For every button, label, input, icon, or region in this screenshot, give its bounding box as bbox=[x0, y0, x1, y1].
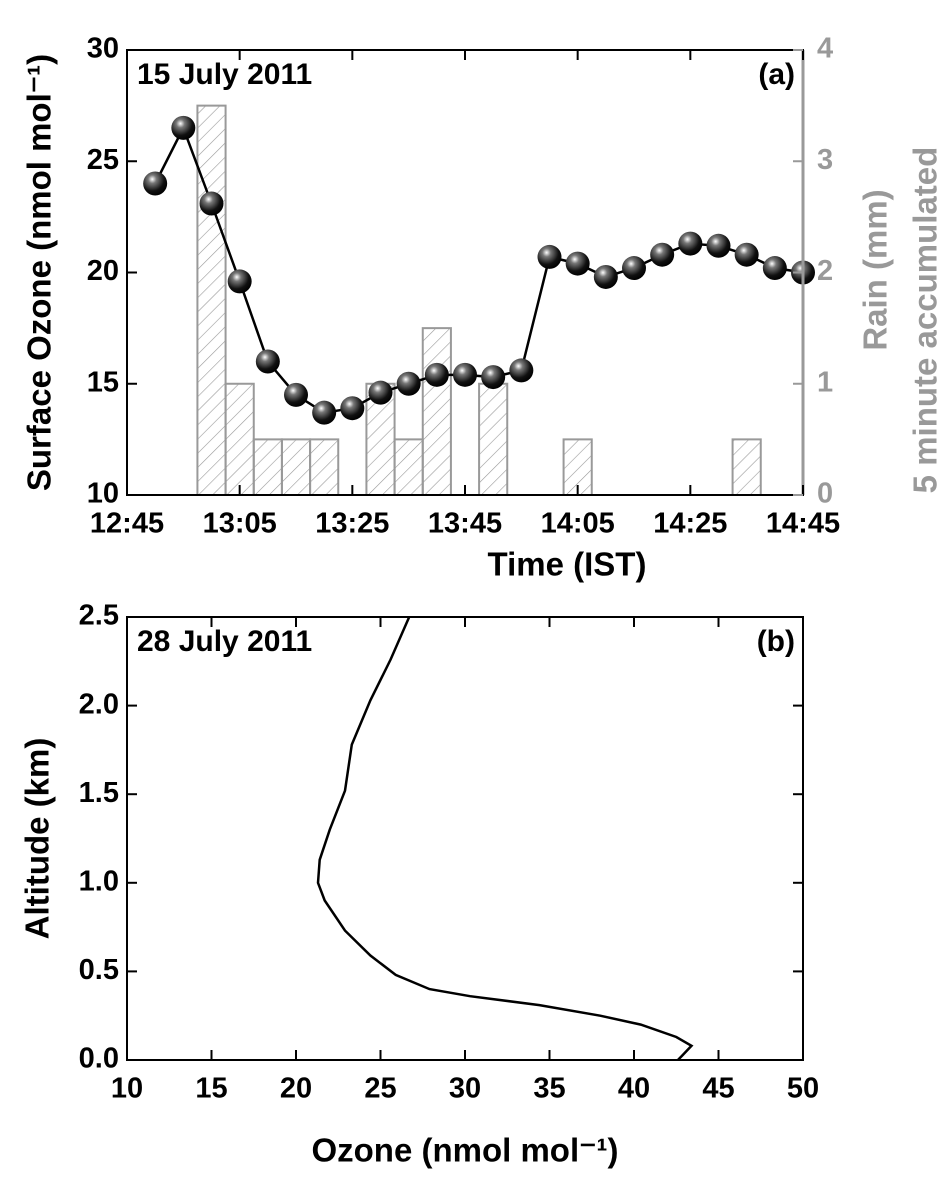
y-tick-label: 10 bbox=[87, 478, 119, 510]
y-tick-label: 2.0 bbox=[79, 688, 119, 720]
x-tick-label: 25 bbox=[364, 1073, 396, 1105]
panel: 10 15 20 25 30 35 40 45 50 0.0 0.5 1.0 1.5 2.0 2.5 Ozon… bbox=[19, 600, 819, 1169]
marker bbox=[340, 396, 365, 421]
marker bbox=[762, 256, 787, 281]
marker bbox=[143, 171, 168, 196]
x-tick-label: 35 bbox=[533, 1073, 565, 1105]
rain-bar bbox=[252, 438, 283, 496]
marker bbox=[255, 349, 280, 374]
marker bbox=[199, 191, 224, 216]
y-axis-label: Surface Ozone (nmol mol⁻¹) bbox=[21, 54, 58, 491]
y-tick-label: 15 bbox=[87, 366, 119, 398]
y-tick-label: 0.0 bbox=[79, 1043, 119, 1075]
rain-bar bbox=[196, 104, 227, 496]
y-tick-label: 1.5 bbox=[79, 777, 119, 809]
x-tick-label: 20 bbox=[280, 1073, 312, 1105]
panel-date: 28 July 2011 bbox=[137, 625, 312, 658]
x-tick-label: 45 bbox=[702, 1073, 734, 1105]
x-tick-label: 14:45 bbox=[766, 508, 840, 540]
rain-bar bbox=[309, 438, 340, 496]
x-tick-label: 13:05 bbox=[203, 508, 277, 540]
x-tick-label: 12:45 bbox=[90, 508, 164, 540]
y-tick-label: 20 bbox=[87, 255, 119, 287]
marker bbox=[453, 362, 477, 387]
marker bbox=[706, 233, 731, 258]
y-tick-label: 1.0 bbox=[79, 865, 119, 897]
y-tick-label: 2.5 bbox=[79, 600, 119, 632]
y-tick-label: 30 bbox=[87, 33, 119, 65]
marker bbox=[284, 382, 308, 407]
rain-bar bbox=[478, 382, 509, 496]
x-tick-label: 13:25 bbox=[315, 508, 389, 540]
marker bbox=[368, 380, 393, 405]
line bbox=[154, 124, 804, 415]
rain-bar bbox=[280, 438, 312, 496]
marker bbox=[227, 269, 252, 294]
y2-tick-label: 1 bbox=[817, 366, 833, 398]
y2-tick-label: 3 bbox=[817, 144, 833, 176]
panel-letter: (b) bbox=[757, 625, 795, 658]
marker bbox=[734, 242, 759, 267]
x-tick-label: 40 bbox=[618, 1073, 650, 1105]
x-tick-label: 14:25 bbox=[653, 508, 727, 540]
marker bbox=[509, 358, 534, 383]
y-tick-label: 25 bbox=[87, 144, 119, 176]
marker bbox=[312, 400, 337, 425]
marker bbox=[396, 371, 421, 396]
line bbox=[316, 616, 694, 1061]
x-axis-label: Time (IST) bbox=[488, 546, 647, 583]
marker bbox=[424, 362, 449, 387]
marker bbox=[622, 256, 646, 281]
x-tick-label: 15 bbox=[195, 1073, 227, 1105]
y2-tick-label: 0 bbox=[817, 478, 833, 510]
rain-bar bbox=[421, 327, 452, 496]
panel-letter: (a) bbox=[758, 58, 795, 91]
x-tick-label: 14:05 bbox=[541, 508, 615, 540]
panel: 12:45 13:05 13:25 13:45 14:05 14:25 14:4510152… bbox=[21, 33, 944, 583]
marker bbox=[678, 231, 703, 256]
x-axis-label: Ozone (nmol mol⁻¹) bbox=[311, 1132, 618, 1169]
x-tick-label: 30 bbox=[449, 1073, 481, 1105]
y2-tick-label: 2 bbox=[817, 255, 833, 287]
x-tick-label: 13:45 bbox=[428, 508, 502, 540]
panel-date: 15 July 2011 bbox=[137, 58, 312, 91]
marker bbox=[565, 251, 590, 276]
y-axis-label: Altitude (km) bbox=[19, 738, 56, 940]
plot-frame bbox=[126, 616, 804, 1061]
x-tick-label: 10 bbox=[111, 1073, 143, 1105]
marker bbox=[537, 244, 562, 269]
marker bbox=[650, 242, 675, 267]
marker bbox=[171, 115, 196, 140]
marker bbox=[481, 365, 506, 390]
marker bbox=[593, 264, 618, 289]
rain-bar bbox=[224, 382, 255, 496]
y2-axis-label: Rain (mm) bbox=[857, 189, 894, 350]
rain-bar bbox=[731, 438, 762, 496]
y-tick-label: 0.5 bbox=[79, 954, 119, 986]
rain-bar bbox=[393, 438, 424, 496]
y2-tick-label: 4 bbox=[817, 33, 833, 65]
x-tick-label: 50 bbox=[787, 1073, 819, 1105]
y2-axis-label: 5 minute accumulated bbox=[907, 147, 944, 494]
